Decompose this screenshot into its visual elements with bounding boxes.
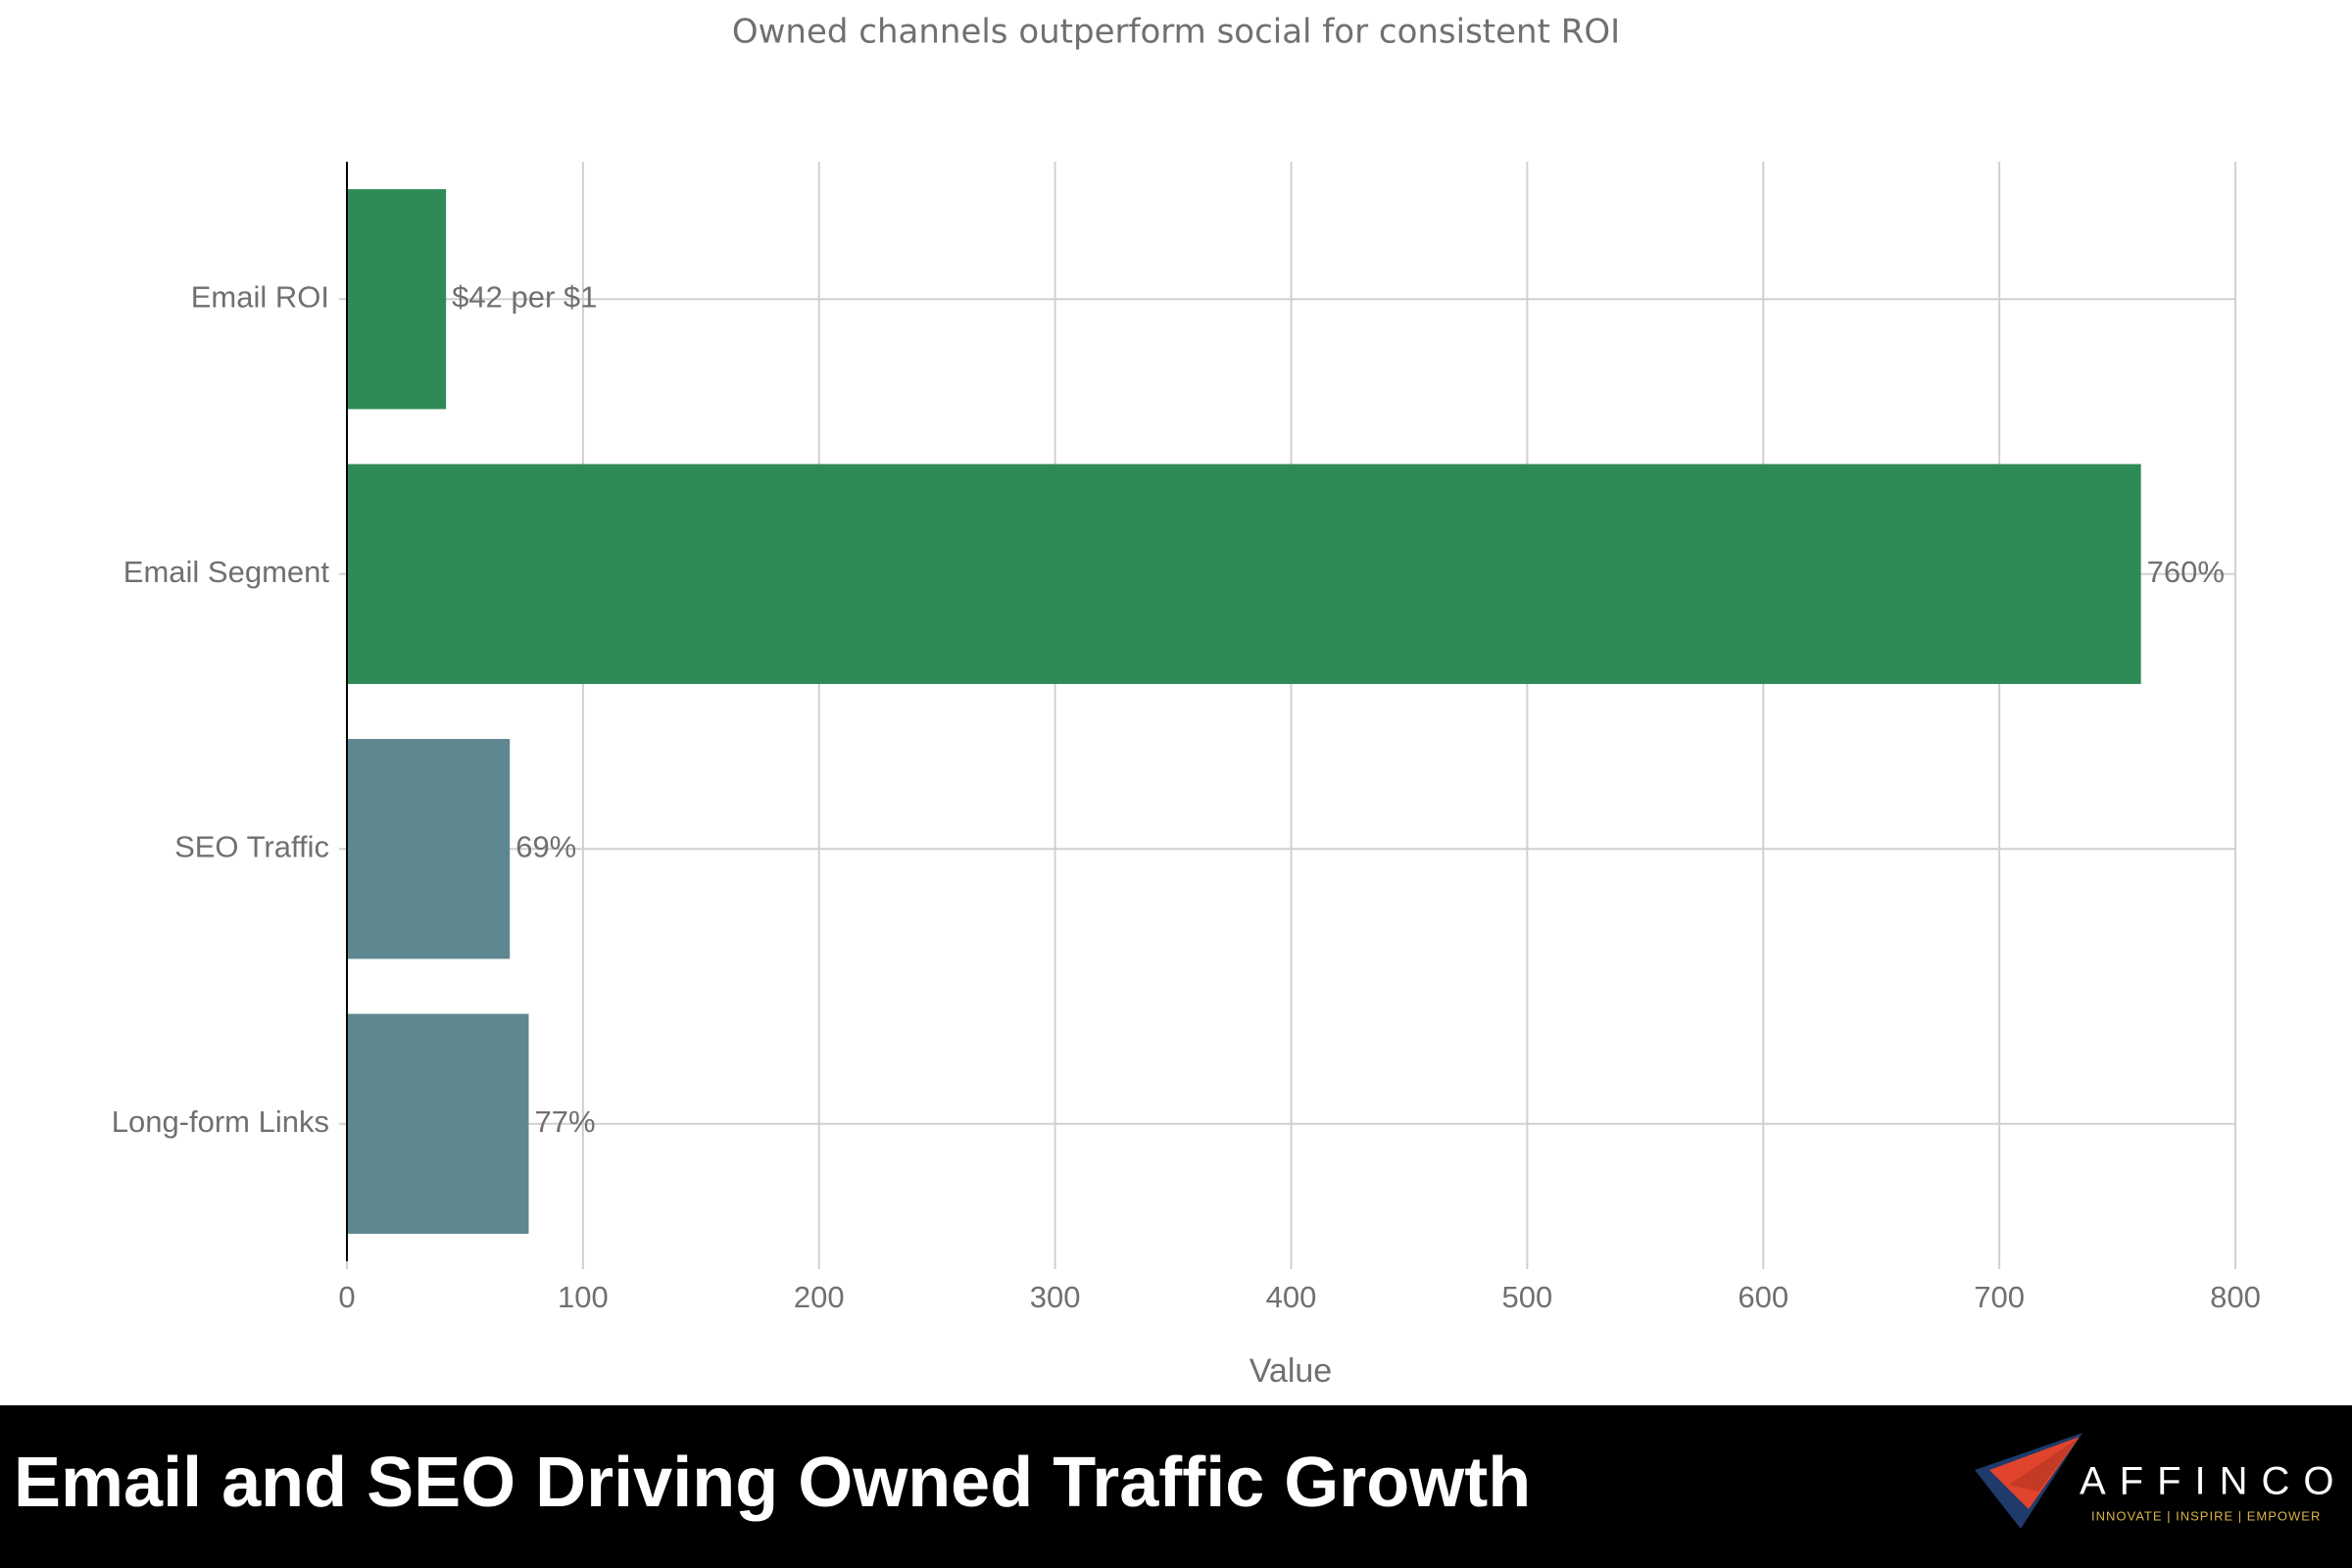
- x-tick-label: 300: [1030, 1280, 1081, 1314]
- bar: [347, 739, 511, 959]
- chart-title: Owned channels outperform social for con…: [732, 13, 1620, 52]
- bar: [347, 189, 447, 410]
- y-tick-label: Email ROI: [191, 279, 329, 314]
- logo-icon: [1975, 1433, 2082, 1529]
- bar: [347, 1013, 529, 1234]
- x-axis-label: Value: [1250, 1352, 1332, 1390]
- y-tick-label: SEO Traffic: [174, 829, 329, 863]
- x-tick-label: 800: [2210, 1280, 2261, 1314]
- x-tick-label: 700: [1974, 1280, 2025, 1314]
- value-label: 760%: [2147, 555, 2225, 589]
- banner: [0, 1405, 2352, 1568]
- value-label: 69%: [515, 829, 576, 863]
- y-tick-label: Long-form Links: [112, 1104, 329, 1139]
- x-tick-label: 500: [1502, 1280, 1553, 1314]
- value-label: $42 per $1: [452, 279, 597, 314]
- x-tick-label: 200: [794, 1280, 845, 1314]
- logo-tagline: INNOVATE | INSPIRE | EMPOWER: [2091, 1508, 2321, 1523]
- x-tick-label: 400: [1266, 1280, 1317, 1314]
- x-tick-label: 600: [1738, 1280, 1788, 1314]
- y-tick-label: Email Segment: [123, 555, 330, 589]
- x-tick-label: 0: [338, 1280, 355, 1314]
- banner-title: Email and SEO Driving Owned Traffic Grow…: [14, 1444, 1531, 1522]
- value-label: 77%: [534, 1104, 595, 1139]
- bar: [347, 464, 2141, 684]
- x-tick-label: 100: [558, 1280, 609, 1314]
- logo-text: AFFINCO: [2080, 1460, 2348, 1503]
